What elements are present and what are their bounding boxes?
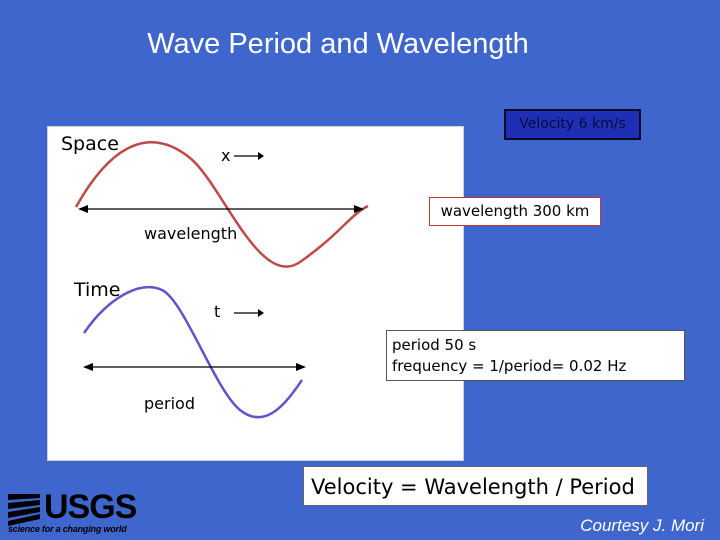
- usgs-tagline: science for a changing world: [8, 524, 127, 534]
- space-label: Space: [61, 133, 119, 155]
- time-label: Time: [74, 279, 121, 301]
- time-wave: [82, 286, 304, 419]
- velocity-equation: Velocity = Wavelength / Period: [303, 466, 648, 506]
- velocity-callout: Velocity 6 km/s: [504, 109, 641, 140]
- space-wave: [74, 141, 369, 268]
- period-arrowhead-right: [296, 363, 306, 371]
- period-callout: period 50 s frequency = 1/period= 0.02 H…: [386, 330, 685, 381]
- diagram-panel: [47, 126, 464, 461]
- period-label: period: [144, 394, 195, 413]
- period-value: period 50 s: [392, 336, 477, 354]
- wavelength-label: wavelength: [144, 224, 238, 243]
- x-label: x: [221, 146, 231, 165]
- t-label: t: [214, 302, 221, 321]
- usgs-logo-mark: [8, 494, 40, 526]
- usgs-wordmark: USGS: [44, 488, 137, 526]
- x-arrowhead: [258, 152, 264, 160]
- wavelength-callout: wavelength 300 km: [429, 197, 601, 226]
- t-arrowhead: [258, 309, 264, 317]
- period-arrowhead-left: [83, 363, 93, 371]
- frequency-value: frequency = 1/period= 0.02 Hz: [392, 357, 627, 375]
- wavelength-arrowhead-right: [354, 205, 364, 213]
- wavelength-arrowhead-left: [78, 205, 88, 213]
- slide-title: Wave Period and Wavelength: [147, 28, 529, 60]
- credit: Courtesy J. Mori: [580, 516, 704, 535]
